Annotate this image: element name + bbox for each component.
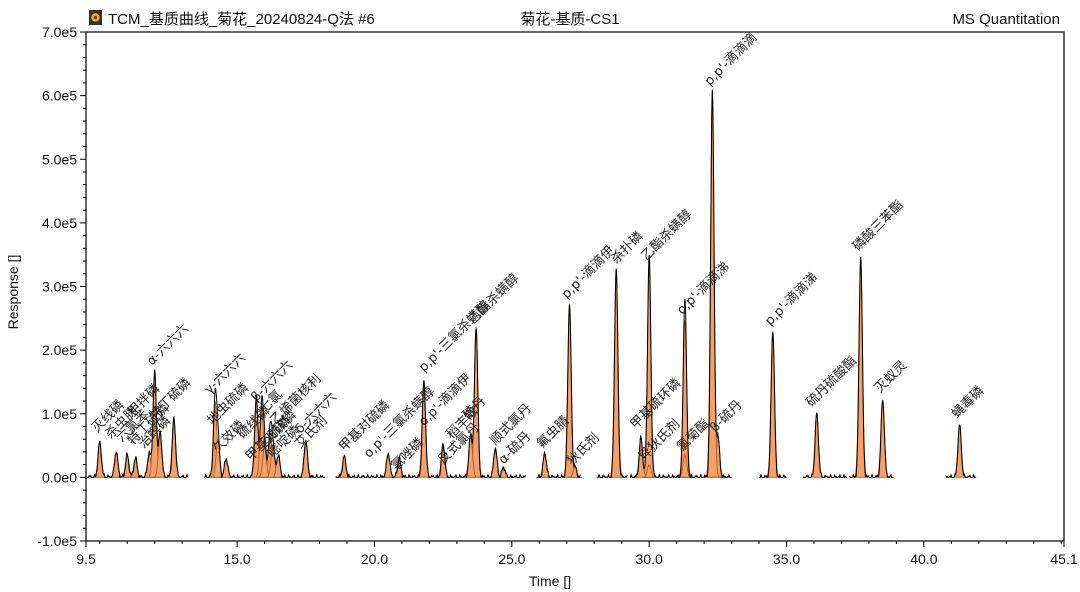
peak-area xyxy=(537,452,552,478)
peak-area xyxy=(809,413,824,478)
raw-trace xyxy=(759,332,787,479)
raw-trace xyxy=(500,466,526,479)
peak-label: 氯菊酯 xyxy=(674,417,712,455)
x-axis-label: Time [] xyxy=(529,573,571,589)
peak-area xyxy=(952,425,967,478)
raw-trace xyxy=(204,387,326,479)
y-axis: -1.0e5 0.0e0 1.0e5 2.0e5 3.0e5 4.0e5 5.0e5 6.0e… xyxy=(37,24,86,549)
x-tick-label: 15.0 xyxy=(223,551,250,567)
raw-trace xyxy=(629,254,677,479)
peak-area xyxy=(765,331,781,478)
x-tick-label: 30.0 xyxy=(636,551,663,567)
raw-trace xyxy=(802,412,847,479)
y-tick-label: 6.0e5 xyxy=(42,88,77,104)
x-axis: 9.5 15.0 20.0 25.0 30.0 35.0 40.0 45.1 xyxy=(76,541,1078,567)
raw-trace xyxy=(335,454,383,478)
peak-label: p,p'-滴滴伊 xyxy=(558,243,617,302)
y-tick-label: 2.0e5 xyxy=(42,342,77,358)
y-tick-label: -1.0e5 xyxy=(37,533,77,549)
peak-label: 磷酸三苯酯 xyxy=(850,198,907,255)
y-tick-label: 3.0e5 xyxy=(42,279,77,295)
peak-label: p,p'-滴滴涕 xyxy=(762,269,821,328)
raw-trace xyxy=(536,304,581,479)
raw-trace xyxy=(85,369,189,478)
sample-title: 菊花-基质-CS1 xyxy=(520,11,619,28)
y-tick-label: 0.0e0 xyxy=(42,469,77,485)
y-axis-label: Response [] xyxy=(5,255,21,330)
x-tick-label: 9.5 xyxy=(76,551,96,567)
peak-label: 杀扑磷 xyxy=(608,229,646,267)
peak-label: 乙酯杀螨醇 xyxy=(638,207,695,264)
peak-labels: 灭线磷杀虫脒六氯苯特丁硫磷治螟磷α-六六六甲拌磷特丁硫磷γ-六六六地虫硫磷久效磷… xyxy=(89,30,987,474)
raw-traces xyxy=(85,90,977,479)
x-tick-label: 40.0 xyxy=(910,551,937,567)
file-title: TCM_基质曲线_菊花_20240824-Q法 #6 xyxy=(108,11,375,28)
x-tick-label: 35.0 xyxy=(773,551,800,567)
peak-label: α-六六六 xyxy=(144,321,192,369)
raw-trace xyxy=(945,424,977,479)
peak-label: p,p'-滴滴滴 xyxy=(701,30,760,89)
peak-label: o,p'-滴滴涕 xyxy=(674,259,733,318)
x-tick-label: 25.0 xyxy=(498,551,525,567)
peak-area xyxy=(875,399,890,478)
raw-trace xyxy=(382,328,502,479)
y-tick-label: 4.0e5 xyxy=(42,215,77,231)
peak-area xyxy=(642,463,657,478)
peak-label: 乙酯杀螨醇 xyxy=(465,270,522,327)
raw-trace xyxy=(676,90,732,479)
peak-label: 蝇毒磷 xyxy=(949,383,987,421)
y-tick-label: 5.0e5 xyxy=(42,151,77,167)
header-app-icon xyxy=(89,10,102,25)
y-tick-label: 1.0e5 xyxy=(42,406,77,422)
x-tick-label: 20.0 xyxy=(361,551,388,567)
peak-area xyxy=(109,450,124,478)
mode-label: MS Quantitation xyxy=(952,11,1060,28)
raw-trace xyxy=(596,268,628,478)
peak-label: 硫丹硫酸酯 xyxy=(803,354,860,411)
peak-area xyxy=(608,269,624,478)
peak-label: 灭蚁灵 xyxy=(872,358,910,396)
x-tick-label: 45.1 xyxy=(1050,551,1077,567)
y-tick-label: 7.0e5 xyxy=(42,24,77,40)
peak-area xyxy=(92,440,107,478)
raw-trace xyxy=(849,256,894,479)
